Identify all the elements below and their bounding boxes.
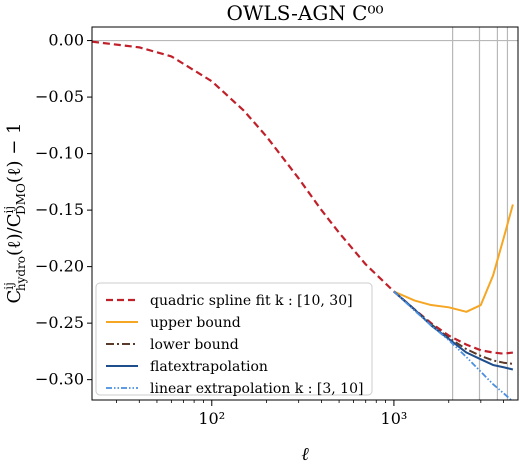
legend-item: flatextrapolation: [106, 359, 268, 375]
x-tick-label: 10³: [381, 409, 408, 428]
legend-label: linear extrapolation k : [3, 10]: [150, 381, 363, 397]
y-tick-label: −0.10: [35, 144, 84, 163]
y-tick-label: −0.25: [35, 313, 84, 332]
legend-item: linear extrapolation k : [3, 10]: [106, 381, 363, 397]
legend-label: quadric spline fit k : [10, 30]: [150, 293, 353, 309]
y-tick-label: −0.15: [35, 200, 84, 219]
y-axis-label: Cijhydro(ℓ)/CijDMO(ℓ) − 1: [2, 123, 28, 304]
series-line: [393, 204, 514, 313]
chart-title: OWLS-AGN C⁰⁰: [226, 1, 383, 25]
legend-item: quadric spline fit k : [10, 30]: [106, 293, 353, 309]
legend-label: upper bound: [150, 315, 241, 331]
series-line: [393, 290, 512, 400]
series-line: [393, 290, 514, 371]
y-tick-label: −0.05: [35, 87, 84, 106]
legend-label: flatextrapolation: [150, 359, 268, 375]
series-line: [92, 40, 514, 355]
legend: quadric spline fit k : [10, 30] upper bou…: [95, 282, 373, 397]
x-tick-label: 10²: [198, 409, 225, 428]
series-lines: [92, 40, 514, 400]
axis-ticks: 0.00 −0.05 −0.10 −0.15 −0.20 −0.25 −0.30 10² 10³: [35, 31, 504, 428]
plot-frame: [91, 26, 519, 401]
x-axis-label: ℓ: [301, 444, 309, 465]
legend-item: lower bound: [106, 337, 239, 353]
legend-label: lower bound: [150, 337, 239, 353]
legend-box: [95, 282, 373, 396]
legend-item: upper bound: [106, 315, 241, 331]
y-tick-label: 0.00: [48, 31, 84, 50]
y-tick-label: −0.30: [35, 370, 84, 389]
y-tick-label: −0.20: [35, 257, 84, 276]
series-line: [393, 290, 514, 365]
reference-lines: [92, 27, 518, 400]
